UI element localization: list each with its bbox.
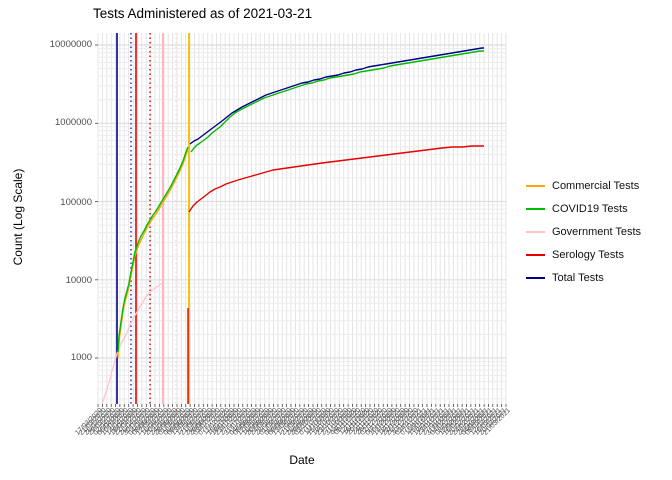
axis-tick-marks [95,44,507,407]
legend-item-government: Government Tests [526,220,672,243]
y-tick-label: 1000 [70,352,92,363]
legend-label: Commercial Tests [552,179,640,192]
legend-label: Government Tests [552,225,642,238]
legend-item-commercial: Commercial Tests [526,174,672,197]
y-axis-title: Count (Log Scale) [11,168,25,266]
legend-key-line [526,253,545,256]
y-tick-label: 10000 [65,275,92,286]
legend-label: Total Tests [552,271,604,284]
y-tick-label: 1000000 [55,117,92,128]
legend-label: Serology Tests [552,248,624,261]
legend-key-line [526,230,545,233]
legend-label: COVID19 Tests [552,202,628,215]
x-axis-title: Date [289,453,315,467]
event-vlines [116,33,190,404]
legend-key-line [526,184,545,187]
legend-key-line [526,276,545,279]
legend-item-serology: Serology Tests [526,243,672,266]
horizontal-gridlines [98,44,506,400]
legend-item-total: Total Tests [526,266,672,289]
chart-title: Tests Administered as of 2021-03-21 [93,6,313,21]
legend: Commercial Tests COVID19 Tests Governmen… [526,174,672,289]
y-tick-label: 100000 [60,197,92,208]
legend-item-covid19: COVID19 Tests [526,197,672,220]
y-tick-label: 10000000 [49,39,92,50]
legend-key-line [526,207,545,210]
series-lines [101,47,484,405]
